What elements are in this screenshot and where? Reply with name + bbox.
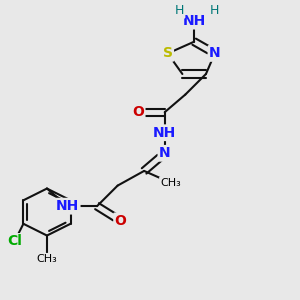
Text: H: H bbox=[210, 4, 220, 17]
Text: Cl: Cl bbox=[7, 234, 22, 248]
Text: O: O bbox=[132, 105, 144, 119]
Text: H: H bbox=[175, 4, 184, 17]
Text: CH₃: CH₃ bbox=[37, 254, 57, 264]
Text: H: H bbox=[210, 4, 220, 17]
Text: S: S bbox=[163, 46, 173, 60]
Text: H: H bbox=[175, 4, 184, 17]
Text: NH: NH bbox=[56, 199, 79, 213]
Text: O: O bbox=[115, 214, 127, 228]
Text: NH: NH bbox=[153, 126, 176, 140]
Text: N: N bbox=[209, 46, 220, 60]
Text: CH₃: CH₃ bbox=[160, 178, 181, 188]
Text: N: N bbox=[159, 146, 170, 160]
Text: NH: NH bbox=[182, 14, 206, 28]
